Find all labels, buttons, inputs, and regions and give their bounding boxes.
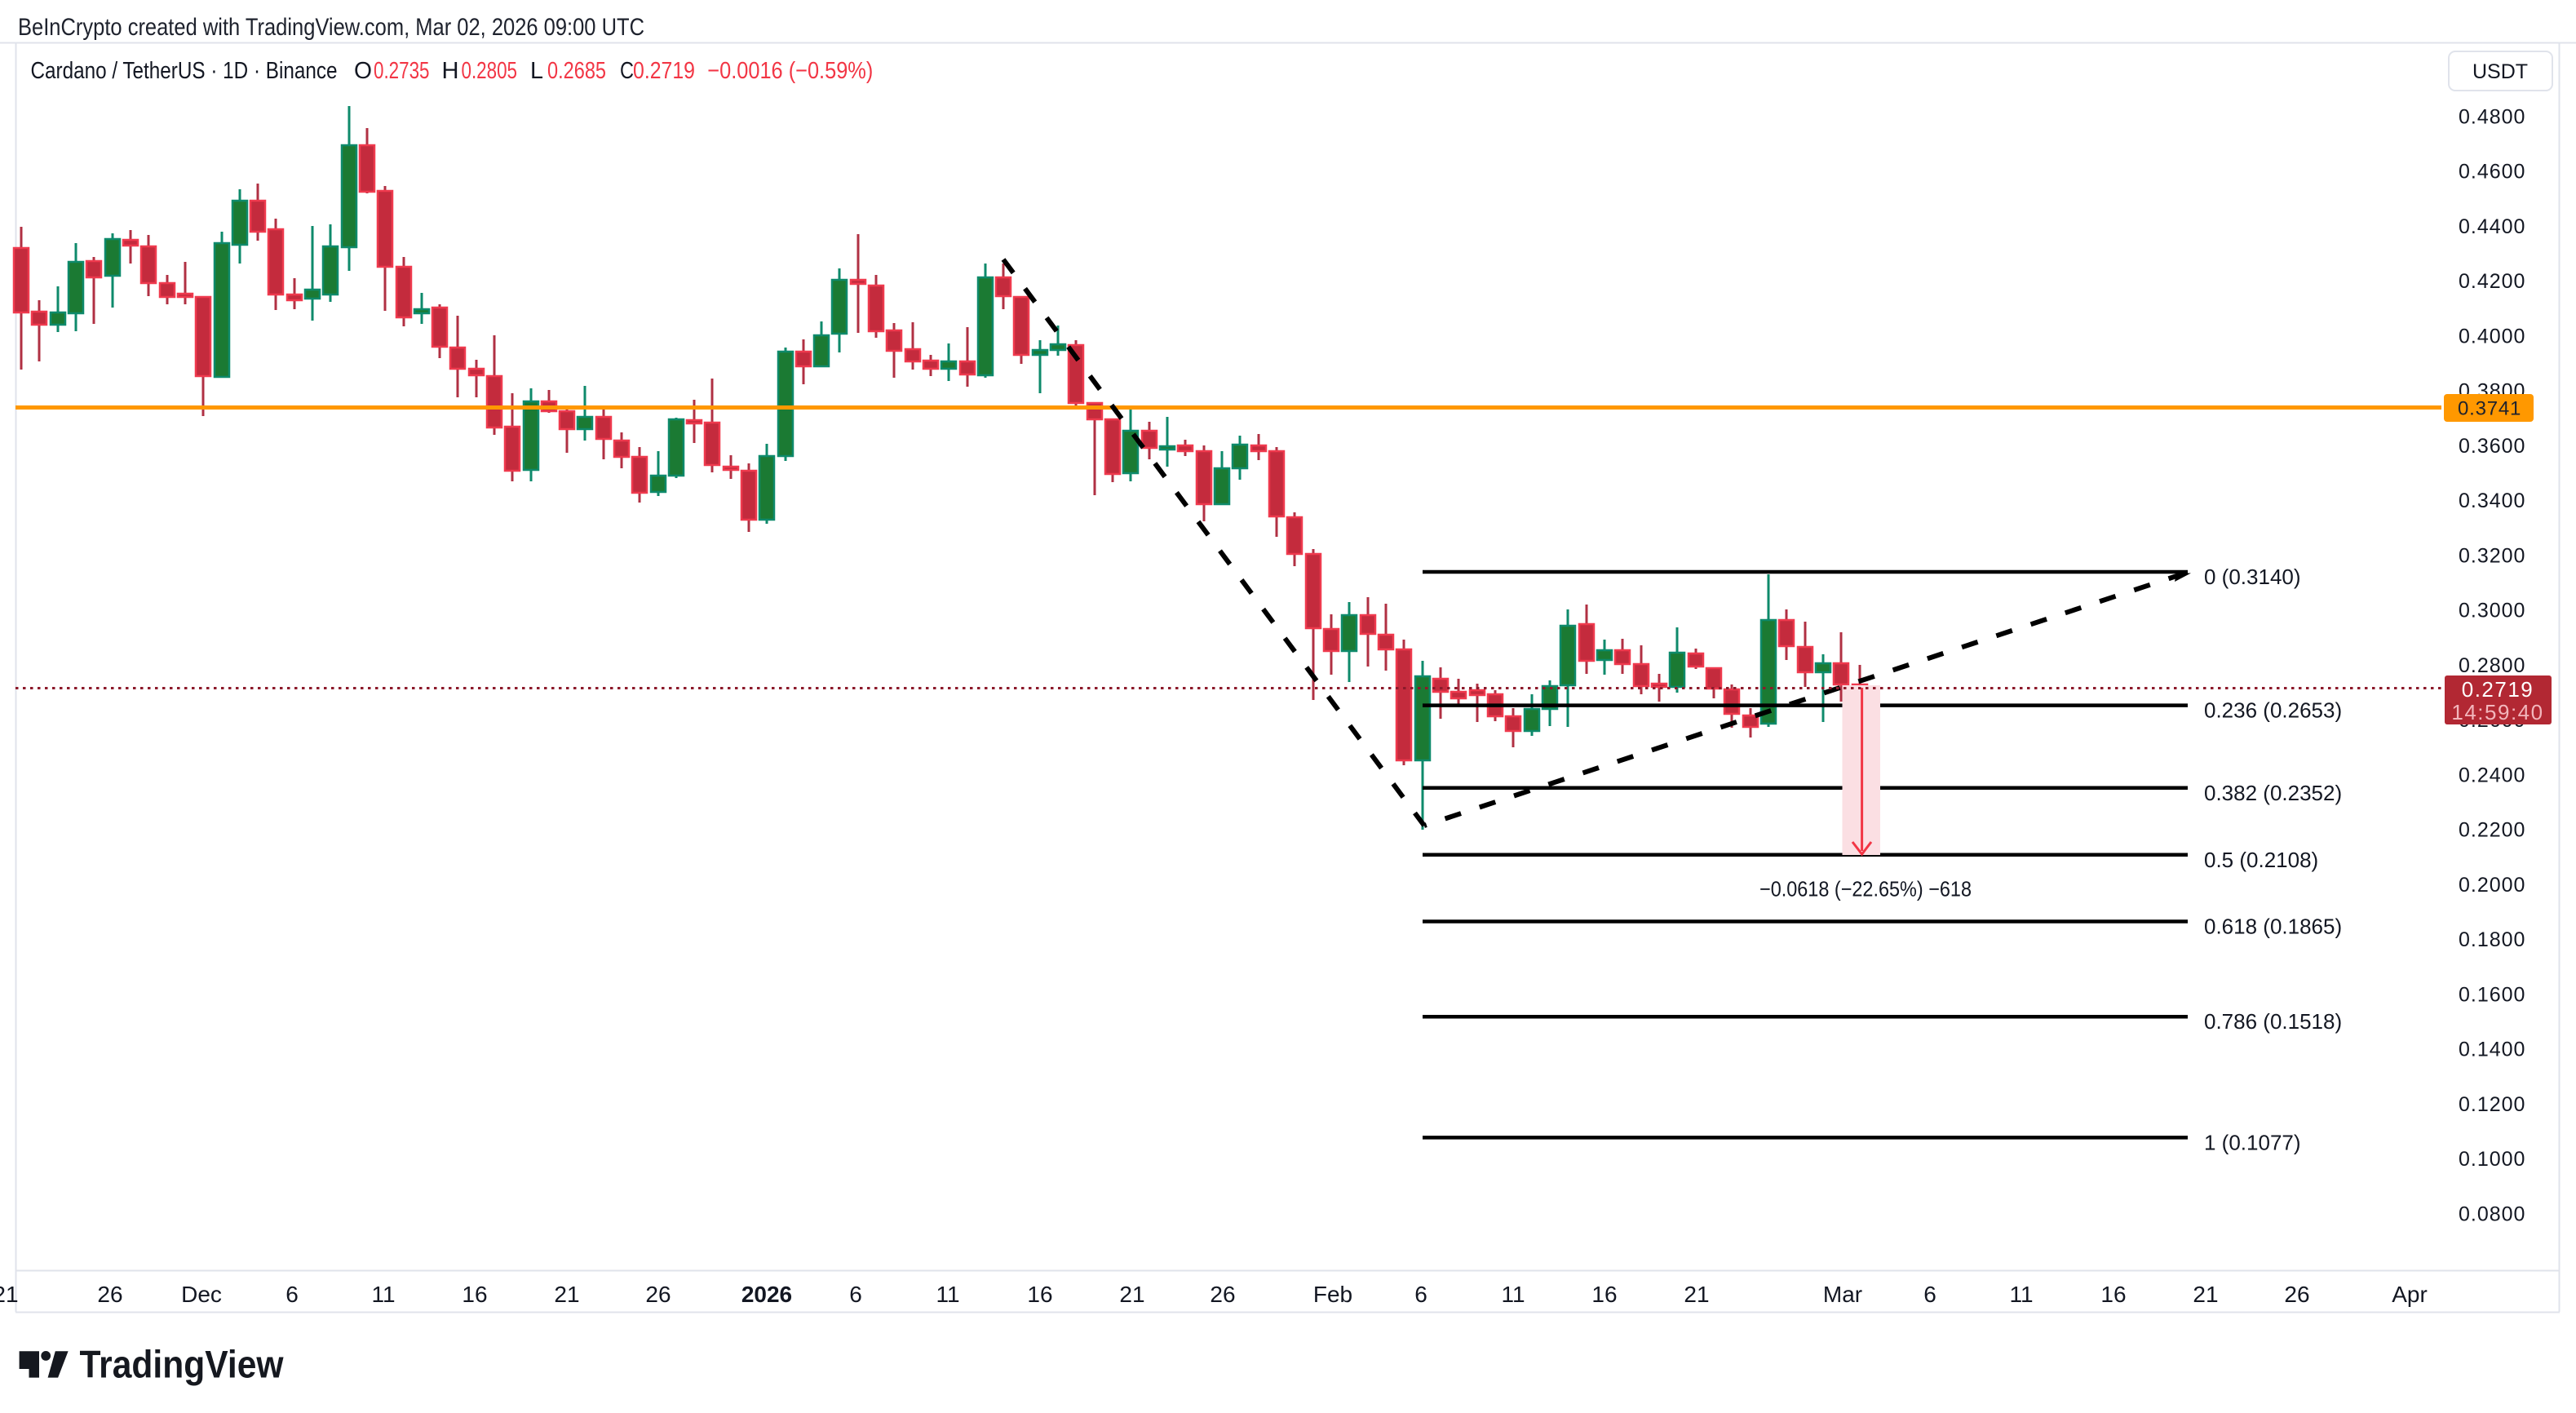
svg-text:0.5 (0.2108): 0.5 (0.2108): [2204, 848, 2318, 872]
svg-text:0.4000: 0.4000: [2459, 325, 2525, 348]
svg-text:11: 11: [2009, 1282, 2033, 1307]
svg-text:21: 21: [554, 1282, 579, 1307]
svg-text:0.4800: 0.4800: [2459, 106, 2525, 129]
svg-text:0.236 (0.2653): 0.236 (0.2653): [2204, 698, 2342, 723]
svg-text:−0.0618 (−22.65%) −618: −0.0618 (−22.65%) −618: [1759, 877, 1972, 901]
svg-text:0.0800: 0.0800: [2459, 1203, 2525, 1225]
svg-text:6: 6: [849, 1282, 862, 1307]
svg-text:26: 26: [2284, 1282, 2309, 1307]
svg-text:0.3400: 0.3400: [2459, 489, 2525, 512]
svg-text:26: 26: [1210, 1282, 1235, 1307]
svg-text:16: 16: [1591, 1282, 1617, 1307]
svg-text:0.3741: 0.3741: [2458, 398, 2521, 420]
svg-text:0.1800: 0.1800: [2459, 928, 2525, 951]
svg-text:21: 21: [1119, 1282, 1144, 1307]
svg-text:0.2685: 0.2685: [547, 58, 606, 84]
svg-text:14:59:40: 14:59:40: [2451, 700, 2543, 724]
svg-text:Dec: Dec: [181, 1282, 222, 1307]
svg-text:11: 11: [936, 1282, 959, 1307]
svg-text:0.4400: 0.4400: [2459, 215, 2525, 238]
svg-text:0 (0.3140): 0 (0.3140): [2204, 565, 2301, 589]
svg-text:0.2719: 0.2719: [2462, 677, 2534, 702]
svg-text:L: L: [530, 58, 543, 84]
svg-text:0.1200: 0.1200: [2459, 1093, 2525, 1116]
svg-text:0.3000: 0.3000: [2459, 600, 2525, 622]
svg-text:0.618 (0.1865): 0.618 (0.1865): [2204, 915, 2342, 939]
svg-text:26: 26: [97, 1282, 122, 1307]
svg-text:0.3600: 0.3600: [2459, 435, 2525, 458]
svg-text:11: 11: [1501, 1282, 1525, 1307]
svg-text:0.382 (0.2352): 0.382 (0.2352): [2204, 781, 2342, 805]
svg-text:16: 16: [1027, 1282, 1052, 1307]
svg-text:6: 6: [1414, 1282, 1427, 1307]
svg-text:1 (0.1077): 1 (0.1077): [2204, 1130, 2301, 1154]
svg-text:26: 26: [645, 1282, 671, 1307]
svg-text:21: 21: [2193, 1282, 2218, 1307]
svg-text:0.2805: 0.2805: [462, 58, 518, 84]
svg-text:21: 21: [1684, 1282, 1709, 1307]
svg-text:0.2735: 0.2735: [374, 58, 430, 84]
svg-text:0.1600: 0.1600: [2459, 983, 2525, 1006]
svg-text:USDT: USDT: [2472, 60, 2528, 83]
svg-text:6: 6: [1923, 1282, 1936, 1307]
svg-text:H: H: [442, 58, 459, 84]
svg-text:0.2000: 0.2000: [2459, 874, 2525, 897]
svg-text:0.786 (0.1518): 0.786 (0.1518): [2204, 1009, 2342, 1034]
svg-text:Feb: Feb: [1313, 1282, 1352, 1307]
svg-text:C: C: [620, 58, 634, 84]
svg-text:0.1000: 0.1000: [2459, 1148, 2525, 1171]
svg-text:0.2719: 0.2719: [633, 58, 695, 84]
svg-text:2026: 2026: [741, 1282, 792, 1307]
svg-text:0.1400: 0.1400: [2459, 1039, 2525, 1061]
svg-text:0.4200: 0.4200: [2459, 270, 2525, 293]
svg-text:BeInCrypto created with Tradin: BeInCrypto created with TradingView.com,…: [18, 14, 644, 41]
svg-text:TradingView: TradingView: [80, 1343, 284, 1386]
svg-text:0.2200: 0.2200: [2459, 819, 2525, 842]
svg-text:11: 11: [371, 1282, 395, 1307]
svg-text:Mar: Mar: [1823, 1282, 1862, 1307]
svg-text:16: 16: [462, 1282, 487, 1307]
svg-text:16: 16: [2100, 1282, 2126, 1307]
svg-text:0.3200: 0.3200: [2459, 544, 2525, 567]
svg-text:21: 21: [0, 1282, 19, 1307]
svg-text:0.2800: 0.2800: [2459, 654, 2525, 677]
svg-text:Apr: Apr: [2392, 1282, 2428, 1307]
svg-text:0.4600: 0.4600: [2459, 161, 2525, 184]
svg-text:6: 6: [285, 1282, 299, 1307]
svg-text:0.2400: 0.2400: [2459, 764, 2525, 786]
svg-text:Cardano / TetherUS · 1D · Bina: Cardano / TetherUS · 1D · Binance: [31, 58, 338, 84]
svg-text:−0.0016 (−0.59%): −0.0016 (−0.59%): [707, 58, 873, 84]
svg-text:O: O: [354, 58, 372, 84]
